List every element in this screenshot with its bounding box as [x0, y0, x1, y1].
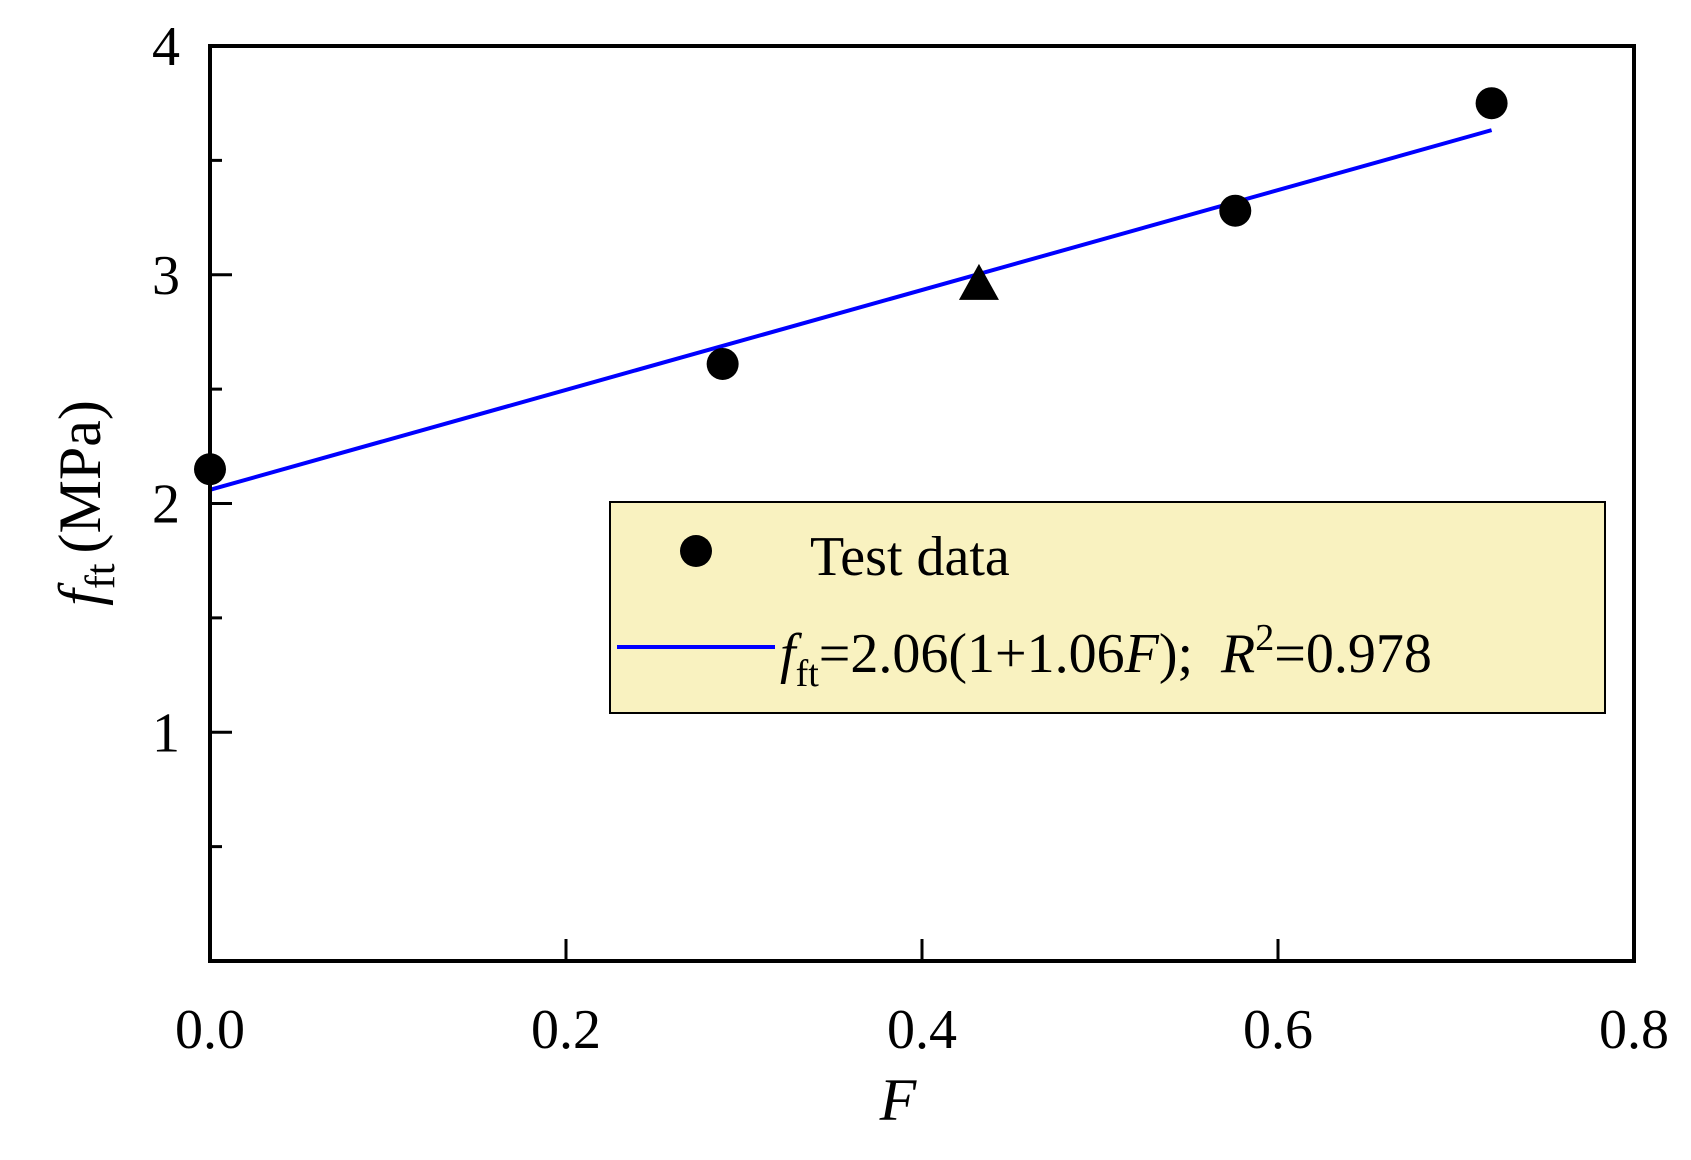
- x-tick-label-0: 0.0: [175, 999, 245, 1061]
- fit-rhs: =2.06(1+1.06: [819, 623, 1125, 685]
- x-tick-label-4: 0.8: [1599, 999, 1669, 1061]
- fit-r-symbol: R: [1220, 623, 1255, 685]
- legend-label-test-data: Test data: [810, 526, 1010, 588]
- y-axis-subscript: ft: [78, 563, 124, 589]
- fit-r-superscript: 2: [1255, 617, 1274, 659]
- fit-lhs-subscript: ft: [796, 653, 820, 695]
- y-axis-label: fft(MPa): [47, 400, 124, 606]
- axis-ticks: 0.0 0.2 0.4 0.6 0.8 1 2 3 4: [152, 16, 1669, 1061]
- x-tick-label-3: 0.6: [1243, 999, 1313, 1061]
- y-tick-label-2: 3: [152, 245, 180, 307]
- series-layer: [194, 87, 1508, 492]
- x-tick-label-1: 0.2: [531, 999, 601, 1061]
- y-tick-label-1: 2: [152, 474, 180, 536]
- legend-box: [609, 501, 1606, 714]
- legend: Test data fft=2.06(1+1.06F); R2=0.978: [609, 501, 1606, 714]
- plot-frame: [208, 44, 1636, 963]
- data-point-2: [1219, 194, 1252, 227]
- data-point-triangle-0: [958, 263, 999, 300]
- fit-close: );: [1159, 623, 1193, 685]
- y-tick-label-3: 4: [152, 16, 180, 78]
- fit-r-value: =0.978: [1274, 623, 1432, 685]
- y-axis-unit: (MPa): [47, 400, 113, 553]
- legend-label-fit: fft=2.06(1+1.06F); R2=0.978: [780, 617, 1432, 695]
- fit-var: F: [1124, 623, 1160, 685]
- y-tick-label-0: 1: [152, 702, 180, 764]
- x-axis-label: F: [879, 1067, 918, 1133]
- data-point-3: [1475, 87, 1508, 120]
- x-tick-label-2: 0.4: [887, 999, 957, 1061]
- fit-line: [209, 128, 1493, 492]
- data-point-1: [706, 347, 739, 380]
- legend-marker-test-data: [680, 535, 712, 567]
